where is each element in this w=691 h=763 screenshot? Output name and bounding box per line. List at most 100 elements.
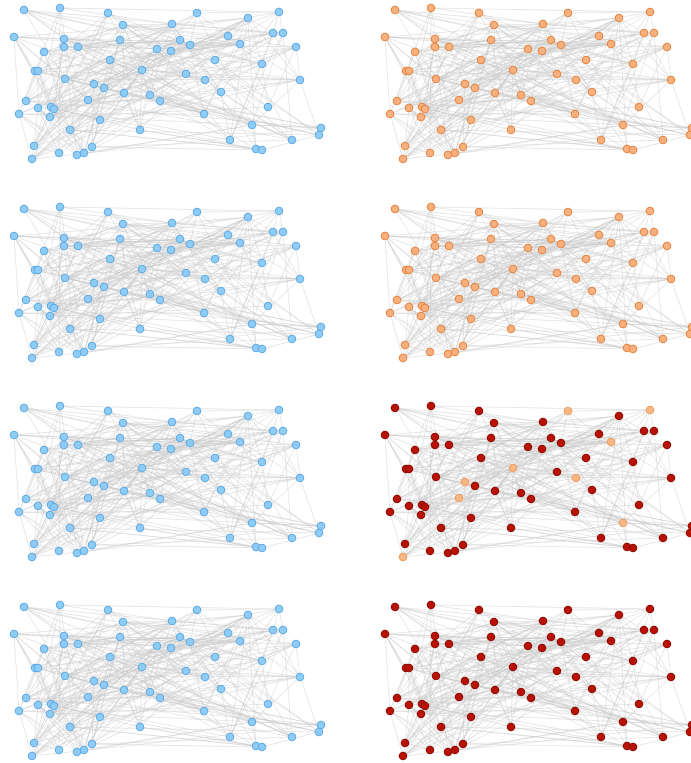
graph-edge <box>53 477 301 508</box>
graph-edge <box>402 666 514 757</box>
graph-edge <box>196 11 280 14</box>
graph-edge <box>458 477 577 499</box>
graph-edge <box>141 666 253 723</box>
graph-node <box>404 265 414 275</box>
graph-edge <box>64 643 297 677</box>
graph-edge <box>18 113 85 154</box>
graph-edge <box>462 238 552 347</box>
graph-edge <box>408 468 426 508</box>
graph-edge <box>203 216 249 314</box>
graph-edge <box>189 44 216 61</box>
graph-node <box>79 347 89 357</box>
graph-edge <box>83 721 253 751</box>
graph-edge <box>251 323 322 328</box>
graph-edge <box>13 434 20 513</box>
graph-node <box>73 42 83 52</box>
graph-edge <box>474 471 558 487</box>
graph-edge <box>149 73 187 96</box>
graph-node <box>425 347 435 357</box>
graph-node <box>426 202 436 212</box>
graph-node <box>594 628 604 638</box>
graph-node <box>614 411 624 421</box>
graph-edge <box>267 245 297 307</box>
graph-edge <box>541 448 640 506</box>
graph-node <box>523 44 533 54</box>
graph-edge <box>490 636 602 738</box>
graph-node <box>55 600 65 610</box>
graph-edge <box>149 11 280 96</box>
graph-edge <box>435 78 672 81</box>
graph-node <box>99 680 109 690</box>
graph-node <box>72 747 82 757</box>
graph-edge <box>203 17 249 115</box>
graph-edge <box>179 39 320 136</box>
graph-node <box>55 3 65 13</box>
graph-edge <box>462 743 634 748</box>
graph-edge <box>49 87 105 118</box>
graph-node <box>450 546 460 556</box>
graph-edge <box>189 641 263 662</box>
graph-edge <box>394 9 562 46</box>
graph-node <box>83 493 93 503</box>
graph-edge <box>440 477 672 529</box>
graph-node <box>556 40 566 50</box>
graph-edge <box>414 51 442 131</box>
graph-edge <box>122 421 173 424</box>
graph-edge <box>63 629 284 645</box>
graph-edge <box>251 721 322 726</box>
graph-node <box>639 227 649 237</box>
graph-node <box>9 430 19 440</box>
graph-edge <box>389 312 404 359</box>
graph-node <box>404 103 414 113</box>
graph-edge <box>214 258 320 335</box>
graph-edge <box>69 726 263 748</box>
graph-edge <box>63 444 301 479</box>
graph-edge <box>474 272 558 288</box>
graph-node <box>416 311 426 321</box>
graph-node <box>59 631 69 641</box>
graph-edge <box>402 492 522 558</box>
panel-4-1-edges <box>13 604 322 757</box>
graph-edge <box>63 17 249 40</box>
graph-edge <box>408 704 431 751</box>
graph-edge <box>440 527 691 534</box>
graph-node <box>119 88 129 98</box>
graph-node <box>404 501 414 511</box>
graph-node <box>291 440 301 450</box>
graph-node <box>45 112 55 122</box>
graph-node <box>398 751 408 761</box>
graph-node <box>546 632 556 642</box>
graph-edge <box>13 17 249 38</box>
graph-edge <box>13 36 89 101</box>
graph-edge <box>170 448 269 506</box>
graph-node <box>404 66 414 76</box>
graph-edge <box>64 433 229 478</box>
graph-edge <box>556 262 634 274</box>
graph-edge <box>18 511 33 558</box>
graph-edge <box>512 268 522 295</box>
graph-node <box>628 656 638 666</box>
graph-node <box>287 533 297 543</box>
graph-edge <box>600 63 634 141</box>
graph-edge <box>49 656 216 715</box>
graph-node <box>431 74 441 84</box>
graph-edge <box>69 129 263 151</box>
graph-edge <box>149 471 187 494</box>
graph-node <box>645 206 655 216</box>
graph-node <box>119 486 129 496</box>
graph-edge <box>170 249 269 307</box>
graph-edge <box>37 306 78 355</box>
graph-edge <box>31 293 151 359</box>
graph-edge <box>470 471 558 519</box>
graph-edge <box>408 306 431 353</box>
graph-edge <box>33 258 111 346</box>
graph-edge <box>462 146 634 151</box>
graph-edge <box>622 676 672 723</box>
graph-edge <box>64 457 111 478</box>
graph-node <box>537 245 547 255</box>
graph-edge <box>69 293 151 330</box>
graph-edge <box>490 39 512 131</box>
graph-edge <box>591 409 651 491</box>
graph-node <box>60 671 70 681</box>
